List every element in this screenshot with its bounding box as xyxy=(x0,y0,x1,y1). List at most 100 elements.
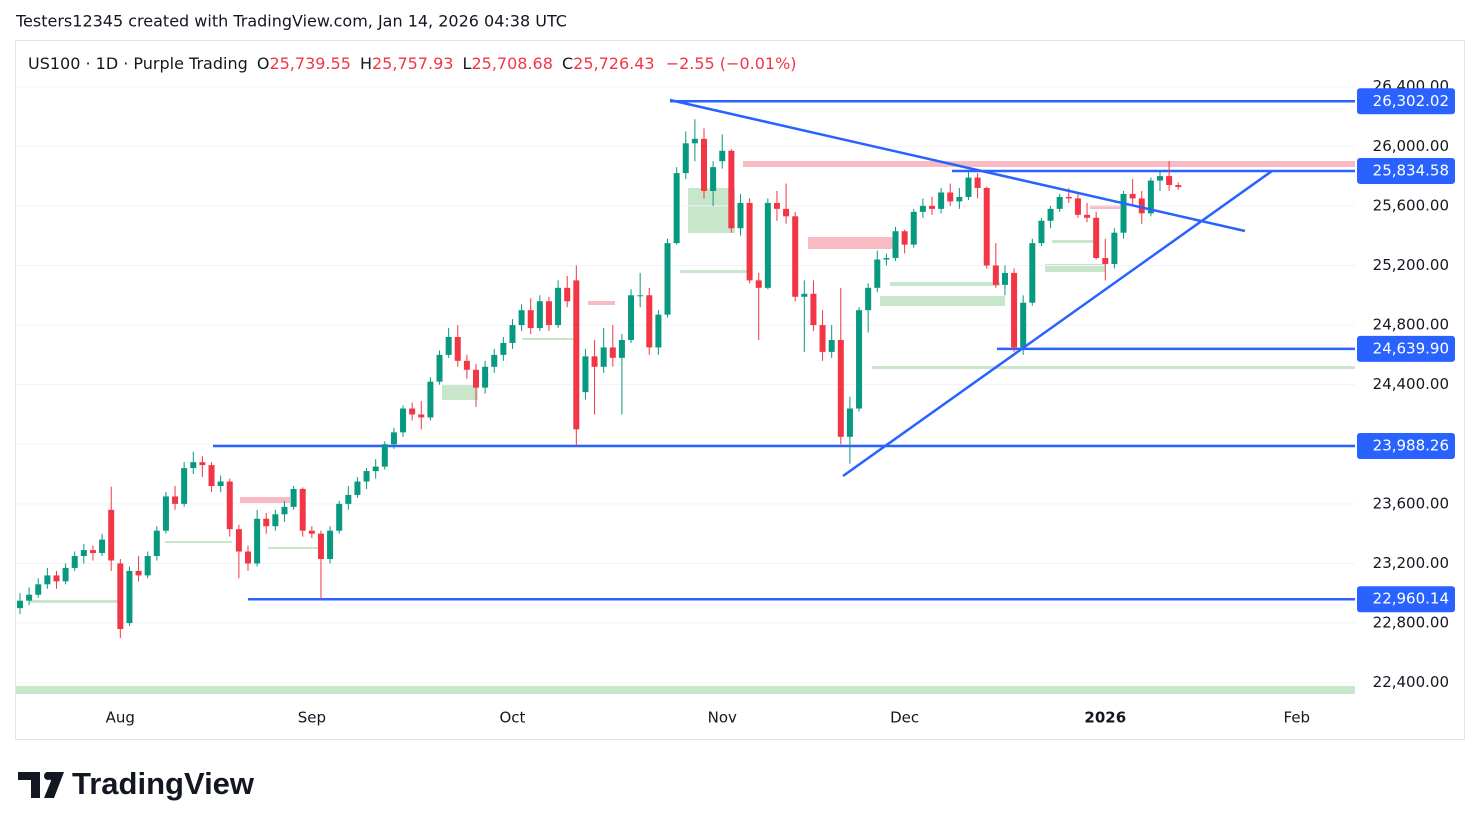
candle-body xyxy=(500,342,507,355)
candle-body xyxy=(208,465,215,486)
candle-body xyxy=(609,347,616,358)
price-label-box xyxy=(1357,88,1455,115)
candle-body xyxy=(746,202,753,281)
candle-body xyxy=(856,310,863,409)
candle-body xyxy=(1084,214,1091,218)
candle-body xyxy=(363,471,370,482)
candle-body xyxy=(1038,220,1045,244)
candle-body xyxy=(53,575,60,582)
candle-body xyxy=(591,356,598,367)
zone xyxy=(808,237,895,249)
candle-body xyxy=(299,488,306,531)
candle-body xyxy=(71,556,78,568)
price-label: 26,302.02 xyxy=(1373,92,1449,110)
zone xyxy=(522,338,575,340)
c-label: C xyxy=(562,54,573,73)
candle-body xyxy=(637,295,644,297)
candle-body xyxy=(992,265,999,285)
candle-body xyxy=(527,310,534,329)
candle-body xyxy=(345,494,352,504)
candle-body xyxy=(172,496,179,504)
candle-body xyxy=(792,216,799,297)
candle-body xyxy=(1001,272,1008,285)
candle-body xyxy=(1102,258,1109,264)
zone xyxy=(588,301,615,305)
candle-body xyxy=(929,205,935,209)
candle-body xyxy=(710,167,717,191)
zone xyxy=(268,547,320,549)
candle-body xyxy=(436,354,443,382)
candle-body xyxy=(983,188,990,266)
candle-body xyxy=(801,293,808,297)
candle-body xyxy=(1093,217,1100,259)
candle-body xyxy=(956,196,963,202)
price-label: 23,988.26 xyxy=(1373,437,1449,455)
candle-body xyxy=(1166,176,1173,186)
candle-body xyxy=(482,366,489,388)
y-tick-label: 23,200.00 xyxy=(1373,554,1449,572)
candle-body xyxy=(80,550,87,557)
candle-body xyxy=(865,287,872,311)
candle-body xyxy=(947,192,954,202)
candle-body xyxy=(317,533,324,559)
zone xyxy=(872,366,1355,369)
candle-body xyxy=(737,202,744,229)
y-tick-label: 25,200.00 xyxy=(1373,256,1449,274)
zone xyxy=(890,282,1000,286)
candle-body xyxy=(846,408,853,437)
candle-body xyxy=(901,231,908,245)
candle-body xyxy=(828,339,835,352)
zone xyxy=(680,270,752,273)
zones xyxy=(16,161,1355,694)
logo-dot xyxy=(44,772,52,780)
candle-body xyxy=(390,432,397,445)
candle-body xyxy=(965,177,972,197)
candle-body xyxy=(536,301,543,329)
candle-body xyxy=(400,408,407,433)
candle-body xyxy=(1157,176,1163,181)
change: −2.55 (−0.01%) xyxy=(666,54,797,73)
candle-body xyxy=(573,280,580,430)
l-label: L xyxy=(463,54,472,73)
candle-body xyxy=(509,325,516,343)
candle-body xyxy=(35,584,42,595)
y-tick-label: 24,800.00 xyxy=(1373,316,1449,334)
trend-lines xyxy=(669,98,1273,478)
candle-body xyxy=(272,514,279,527)
price-label-box xyxy=(1357,157,1455,184)
x-tick-label: Sep xyxy=(298,709,326,727)
candle-body xyxy=(673,173,680,244)
candle-body xyxy=(162,496,169,531)
candle-body xyxy=(126,570,133,624)
h-label: H xyxy=(360,54,372,73)
candle-body xyxy=(281,506,288,515)
x-tick-label: Nov xyxy=(708,709,737,727)
candle-body xyxy=(773,202,780,209)
candle-body xyxy=(17,600,23,609)
candle-body xyxy=(153,530,160,557)
candle-body xyxy=(600,347,607,367)
candle-body xyxy=(1147,180,1154,214)
candle-body xyxy=(89,550,96,554)
price-label-box xyxy=(1357,335,1455,362)
candle-body xyxy=(1175,185,1182,188)
candle-body xyxy=(26,594,33,601)
candle-body xyxy=(235,529,242,552)
candle-body xyxy=(190,462,197,469)
h-value: 25,757.93 xyxy=(372,54,453,73)
candle-body xyxy=(445,336,452,355)
price-label: 22,960.14 xyxy=(1373,590,1449,608)
y-tick-label: 22,400.00 xyxy=(1373,673,1449,691)
price-label-box xyxy=(1357,433,1455,460)
candles xyxy=(17,119,1182,638)
candle-body xyxy=(1111,232,1118,264)
zone xyxy=(30,600,118,603)
candle-body xyxy=(1129,193,1136,199)
trend-line xyxy=(842,169,1273,478)
candle-body xyxy=(564,287,571,302)
candle-body xyxy=(892,231,899,259)
candle-body xyxy=(1074,198,1081,215)
candle-body xyxy=(691,138,698,144)
candle-body xyxy=(473,369,479,388)
